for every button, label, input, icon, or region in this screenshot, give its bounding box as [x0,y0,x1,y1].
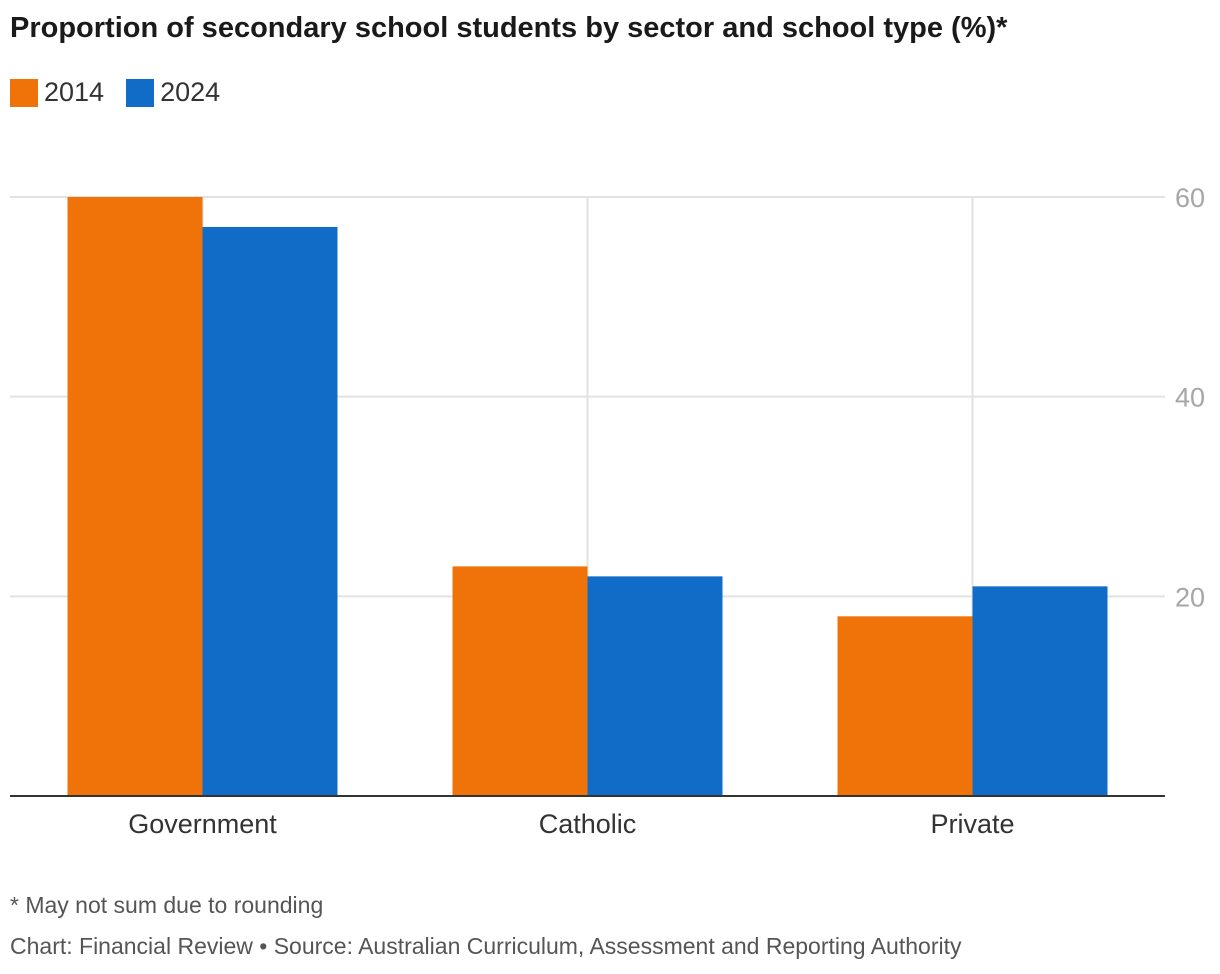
x-tick-label-private: Private [930,809,1014,839]
bar-government-2024 [202,226,338,796]
x-tick-label-government: Government [128,809,277,839]
bar-catholic-2024 [587,576,723,796]
bar-private-2014 [837,616,973,796]
bar-private-2024 [972,586,1108,796]
x-tick-label-catholic: Catholic [539,809,637,839]
legend-swatch-2024 [126,78,155,107]
y-tick-label-20: 20 [1175,582,1205,612]
source-credit: Chart: Financial Review • Source: Austra… [10,933,962,959]
legend-label-2024: 2024 [160,77,221,107]
legend-item-2014: 2014 [10,77,104,108]
y-tick-label-60: 60 [1175,183,1205,213]
footnote: * May not sum due to rounding [10,892,324,918]
bar-catholic-2014 [452,566,588,796]
bar-government-2014 [67,197,203,796]
legend: 2014 2024 [10,77,242,108]
legend-item-2024: 2024 [126,77,220,108]
chart-title: Proportion of secondary school students … [10,12,1008,44]
y-tick-label-40: 40 [1175,383,1205,413]
legend-label-2014: 2014 [44,77,105,107]
legend-swatch-2014 [10,78,38,107]
